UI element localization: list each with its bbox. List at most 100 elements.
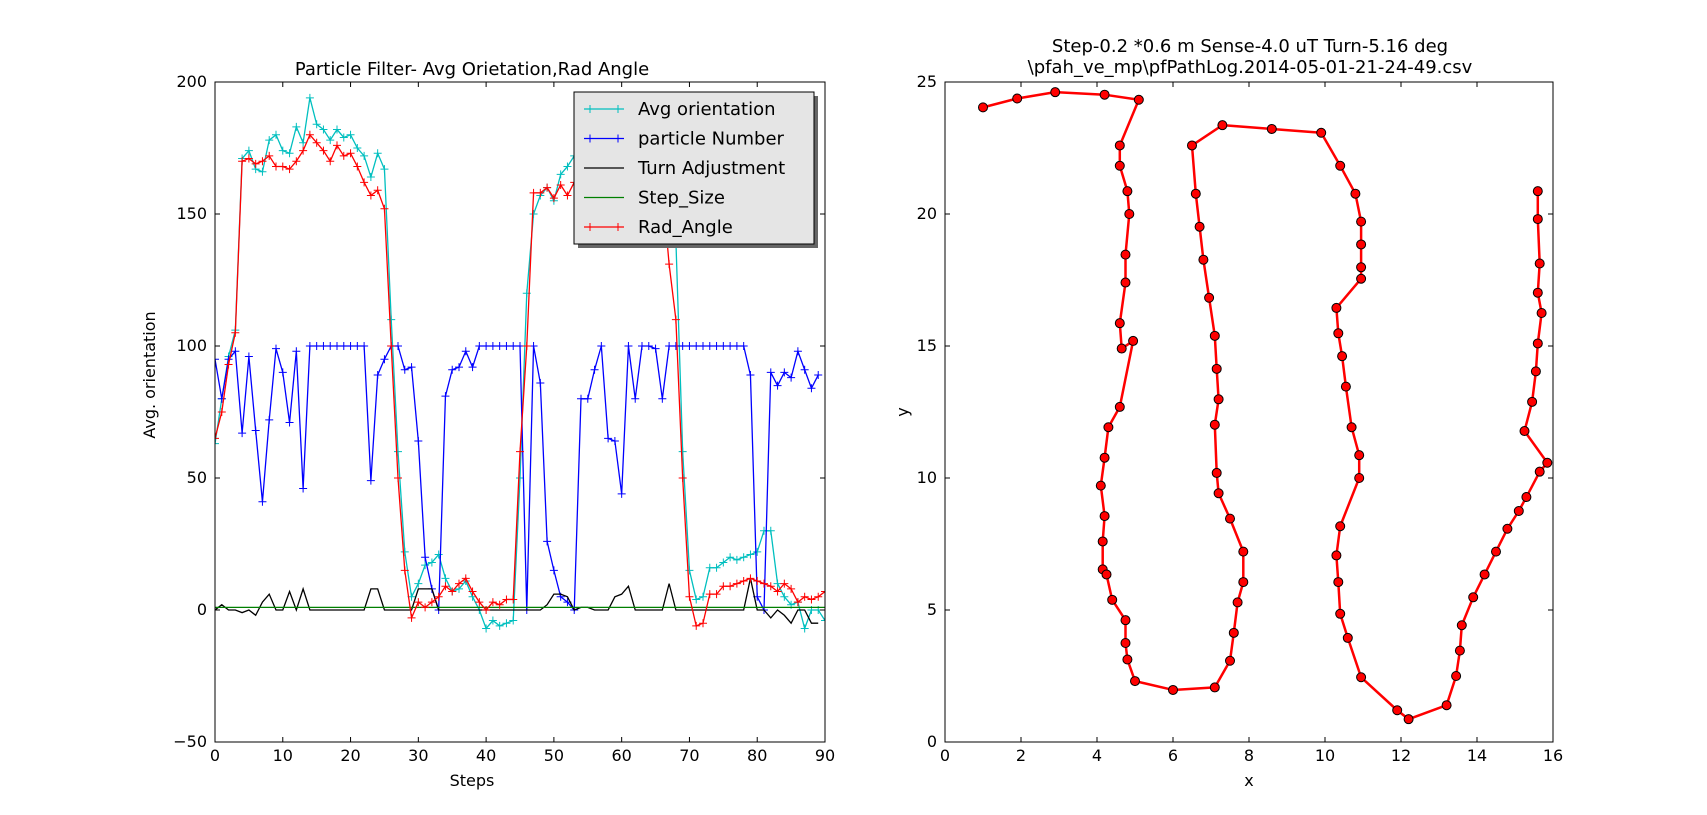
left-chart: Particle Filter- Avg Orietation,Rad Angl…	[140, 59, 835, 790]
point-rad-angle	[509, 595, 518, 604]
point-rad-angle	[387, 342, 396, 350]
point-particle-number	[468, 363, 477, 372]
point-avg-orientation	[244, 146, 253, 155]
point-avg-orientation	[366, 173, 375, 182]
point-rad-angle	[394, 474, 402, 482]
point-particle-number	[312, 342, 321, 350]
path-point	[1340, 381, 1351, 392]
point-rad-angle	[407, 613, 416, 622]
point-particle-number	[217, 394, 226, 403]
path-point	[1187, 140, 1197, 151]
x-tick-label: 50	[544, 746, 564, 765]
path-point	[1012, 93, 1023, 104]
point-particle-number	[353, 342, 362, 350]
point-rad-angle	[217, 408, 226, 416]
point-particle-number	[333, 342, 341, 350]
point-rad-angle	[760, 579, 768, 588]
point-avg-orientation	[502, 619, 511, 628]
point-avg-orientation	[780, 592, 789, 601]
legend-label-rad-angle: Rad_Angle	[638, 217, 733, 238]
point-rad-angle	[739, 576, 748, 585]
plot-frame	[214, 81, 826, 743]
x-tick-label: 16	[1543, 746, 1563, 765]
point-avg-orientation	[529, 210, 538, 218]
point-avg-orientation	[339, 133, 348, 142]
point-avg-orientation	[427, 558, 436, 567]
x-tick-label: 6	[1168, 746, 1178, 765]
path-point	[1331, 550, 1342, 561]
point-rad-angle	[685, 592, 694, 601]
path-point	[1356, 672, 1367, 683]
path-point	[1209, 682, 1220, 693]
path-point	[1099, 89, 1110, 100]
path-point	[1211, 467, 1222, 478]
point-particle-number	[461, 347, 470, 356]
path-point	[1346, 422, 1357, 433]
point-rad-angle	[231, 328, 240, 337]
path-point	[1238, 577, 1249, 588]
point-rad-angle	[732, 579, 741, 588]
point-avg-orientation	[305, 93, 314, 102]
point-rad-angle	[753, 576, 762, 585]
path-point	[1099, 452, 1110, 463]
path-point	[1124, 209, 1135, 219]
point-rad-angle	[821, 587, 825, 596]
point-particle-number	[644, 342, 653, 350]
x-tick-label: 0	[210, 746, 220, 765]
point-particle-number	[373, 371, 382, 380]
path-point	[1120, 249, 1131, 260]
path-point	[1120, 615, 1131, 626]
point-particle-number	[719, 342, 728, 350]
path-point	[1120, 638, 1131, 648]
left-chart-ylabel: Avg. orientation	[140, 311, 159, 438]
point-particle-number	[746, 371, 755, 380]
point-rad-angle	[793, 598, 802, 607]
path-point	[1502, 523, 1513, 534]
path-point	[1519, 426, 1530, 437]
series-layer	[215, 93, 825, 633]
path-point	[1527, 396, 1538, 407]
point-particle-number	[292, 347, 301, 356]
path-point	[1225, 513, 1235, 524]
path-point	[1107, 594, 1118, 605]
point-rad-angle	[366, 191, 375, 200]
path-point	[1333, 577, 1344, 588]
right-chart-xlabel: x	[1244, 771, 1253, 790]
path-point	[1198, 254, 1209, 265]
point-particle-number	[502, 342, 511, 350]
point-avg-orientation	[292, 122, 301, 131]
path-point	[1168, 684, 1178, 695]
point-particle-number	[488, 342, 497, 350]
path-point	[1456, 620, 1467, 631]
path-point	[1099, 511, 1110, 522]
point-avg-orientation	[278, 146, 287, 155]
legend-label-particle-number: particle Number	[638, 129, 785, 150]
y-tick-label: 10	[917, 468, 937, 487]
right-chart-subtitle: \pfah_ve_mp\pfPathLog.2014-05-01-21-24-4…	[1028, 57, 1473, 78]
path-point	[1532, 338, 1543, 349]
path-point	[1120, 277, 1131, 288]
point-avg-orientation	[800, 624, 809, 633]
path-point	[1534, 258, 1545, 269]
path-point	[1204, 292, 1215, 303]
path-point	[1491, 546, 1501, 557]
path-point	[1232, 597, 1243, 608]
legend-label-turn-adjustment: Turn Adjustment	[637, 158, 785, 179]
point-rad-angle	[414, 598, 423, 607]
point-rad-angle	[516, 447, 524, 456]
path-point	[1213, 394, 1224, 405]
point-particle-number	[787, 373, 796, 382]
point-particle-number	[692, 342, 701, 350]
y-tick-label: 0	[197, 600, 207, 619]
point-particle-number	[631, 394, 640, 403]
path-point	[1209, 419, 1220, 430]
series-line-turn-adjustment	[215, 578, 819, 625]
point-rad-angle	[455, 579, 463, 588]
path-point	[978, 102, 988, 113]
path-point	[1403, 714, 1414, 725]
point-particle-number	[590, 365, 599, 374]
point-rad-angle	[699, 619, 707, 628]
point-particle-number	[265, 415, 274, 424]
path-point	[1114, 318, 1125, 329]
path-layer	[978, 87, 1553, 725]
